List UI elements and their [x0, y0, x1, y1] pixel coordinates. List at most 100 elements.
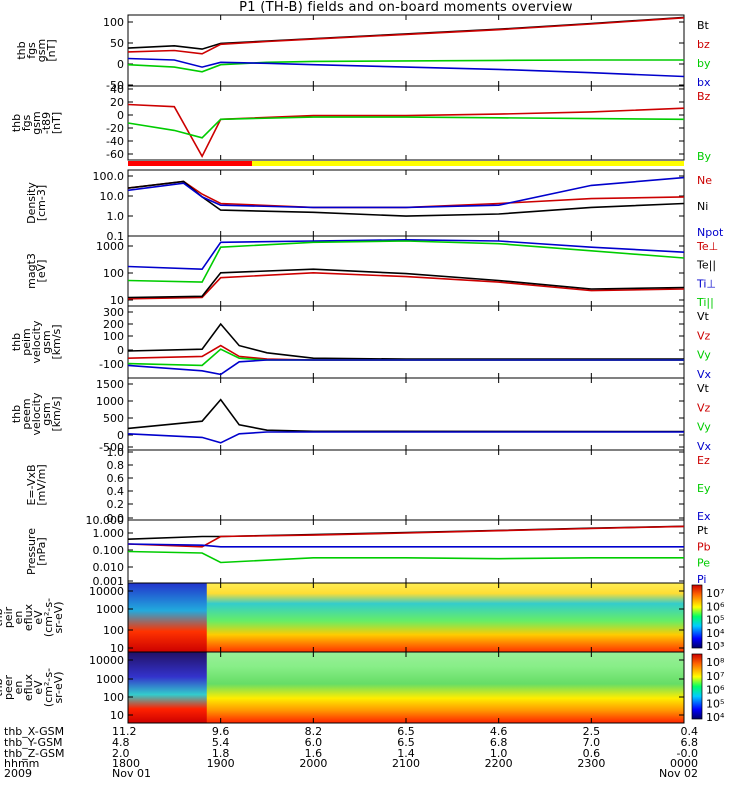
legend-entry: Ne [697, 174, 712, 187]
footer-value: 2.5 [583, 725, 601, 738]
footer-value: 0.4 [681, 725, 699, 738]
legend-entry: Ti|| [696, 296, 714, 309]
y-axis-label-line: [nT] [50, 112, 63, 134]
legend-entry: Ni [697, 200, 708, 213]
y-axis-label-line: Pressure [25, 528, 38, 575]
legend-entry: Pt [697, 524, 709, 537]
legend-entry: Ey [697, 482, 711, 495]
legend-entry: by [697, 57, 711, 70]
legend-entry: Pi [697, 573, 706, 586]
panel-temperature: 1000 100 10 magt3[eV] Te⊥ Te|| Ti⊥ Ti|| [25, 235, 718, 309]
y-tick-label: 10 [110, 642, 124, 655]
legend-entry: Vt [697, 382, 710, 395]
footer-value: Nov 01 [112, 767, 151, 780]
y-tick-label: 1.0 [107, 210, 125, 223]
legend-entry: Vz [697, 401, 711, 414]
footer-value: 1.6 [305, 747, 323, 760]
panel-pressure: 10.0001.0000.1000.0100.001Pressure[nPa]P… [25, 514, 711, 588]
legend-entry: By [697, 150, 712, 163]
series-line-Pe [127, 550, 684, 564]
footer-value: 1800 [112, 757, 140, 770]
y-tick-label: 0.0 [107, 512, 125, 525]
y-tick-label: 1.000 [93, 527, 125, 540]
y-axis-label-line: [mV/m] [35, 464, 48, 505]
legend-entry: Vz [697, 329, 711, 342]
y-axis-label: E=-VxB[mV/m] [25, 464, 48, 505]
series-line-Pi [127, 543, 684, 548]
legend-entry: Ex [697, 510, 711, 523]
legend-entry: Pb [697, 540, 711, 553]
colorbar-tick-label: 10⁷ [706, 670, 724, 683]
legend-entry: Vt [697, 310, 710, 323]
spectrogram-image [128, 583, 684, 652]
panel-frame [127, 305, 685, 379]
y-axis-label-line: thb [10, 114, 23, 132]
y-tick-label: 1000 [96, 603, 124, 616]
y-axis-label: thbfgsgsm-t89[nT] [10, 111, 63, 134]
panel-frame [127, 519, 685, 584]
footer-value: 0.6 [583, 747, 601, 760]
y-tick-label: 1.0 [107, 446, 125, 459]
figure-title: P1 (TH-B) fields and on-board moments ov… [239, 0, 573, 15]
legend-entry: Vx [697, 368, 712, 381]
y-tick-label: 100.0 [93, 170, 125, 183]
footer-value: 8.2 [305, 725, 323, 738]
y-tick-label: 20 [110, 96, 124, 109]
y-axis-label-line: peim [20, 328, 33, 356]
y-axis-label-line: [km/s] [50, 324, 63, 359]
y-tick-label: 0 [117, 109, 124, 122]
y-axis-label-line: eflux [22, 603, 35, 631]
legend-entry: Bt [697, 19, 710, 32]
y-axis-label-line: E=-VxB [25, 464, 38, 505]
y-tick-label: 1000 [96, 240, 124, 253]
colorbar-tick-label: 10⁵ [706, 697, 724, 710]
y-axis-label: magt3[eV] [25, 253, 48, 289]
footer-value: 6.5 [397, 725, 415, 738]
y-tick-label: 0.4 [107, 485, 125, 498]
footer-value: 2.0 [112, 747, 130, 760]
colorbar-tick-label: 10⁵ [706, 614, 724, 627]
colorbar-tick-label: 10⁴ [706, 711, 725, 724]
series-line-Te⊥ [127, 271, 685, 300]
y-axis-label-line: velocity [30, 320, 43, 363]
y-axis-label-line: [nT] [45, 39, 58, 61]
y-tick-label: 10000 [89, 585, 124, 598]
colorbar-tick-label: 10⁶ [706, 684, 725, 697]
y-tick-label: 10 [110, 709, 124, 722]
spectrogram-image [128, 652, 684, 723]
y-axis-label: Pressure[nPa] [25, 528, 48, 575]
y-tick-label: -500 [99, 441, 124, 454]
series-line-Vt [127, 398, 685, 433]
y-axis-label-line: en [12, 681, 25, 695]
y-axis-label-line: thb [10, 333, 23, 351]
footer-value: 11.2 [112, 725, 137, 738]
footer-value: 0000 [670, 757, 698, 770]
y-tick-label: 0 [117, 344, 124, 357]
colorbar-tick-label: 10⁸ [706, 656, 725, 669]
y-tick-label: 0.2 [107, 498, 125, 511]
footer-value: 9.6 [212, 725, 230, 738]
y-tick-label: 200 [103, 318, 124, 331]
y-tick-label: 50 [110, 37, 124, 50]
y-tick-label: 40 [110, 83, 124, 96]
y-axis-label-line: eV [32, 610, 45, 625]
series-line-Vx [127, 431, 684, 444]
y-axis-label-line: velocity [30, 392, 43, 435]
y-tick-label: -60 [106, 148, 124, 161]
legend-entry: Te|| [696, 259, 716, 272]
footer-row-label: thb_Z-GSM [4, 747, 64, 760]
y-tick-label: 500 [103, 412, 124, 425]
legend-entry: Ti⊥ [696, 277, 716, 290]
series-line-By [127, 116, 685, 139]
y-tick-label: 100 [103, 330, 124, 343]
y-tick-label: 10 [110, 294, 124, 307]
series-line-bz [127, 17, 685, 55]
footer-value: -0.0 [677, 747, 698, 760]
y-tick-label: 0.6 [107, 472, 125, 485]
footer-row-label: thb_X-GSM [4, 725, 64, 738]
panel-frame [127, 377, 685, 451]
y-tick-label: -100 [99, 358, 124, 371]
status-bar-yellow [252, 161, 684, 166]
